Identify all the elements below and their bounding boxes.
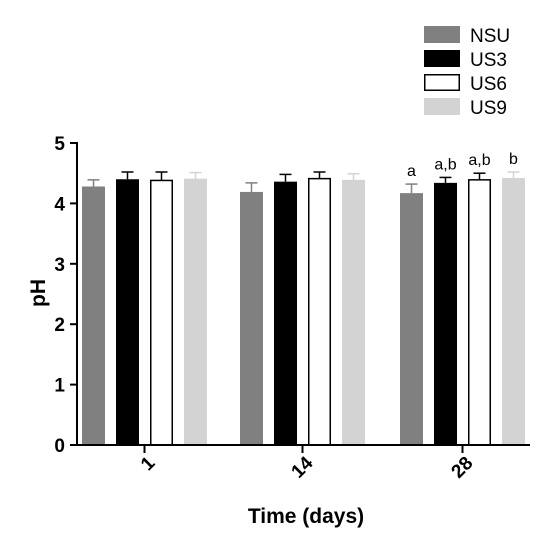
x-tick-label: 14 bbox=[288, 453, 318, 483]
bar-US6-1 bbox=[150, 179, 173, 446]
annotation-label: a,b bbox=[434, 156, 456, 173]
bar-US3-28 bbox=[434, 182, 457, 445]
bar-NSU-28 bbox=[400, 193, 423, 445]
y-tick-label: 2 bbox=[54, 315, 65, 336]
bar-US6-14 bbox=[308, 177, 331, 446]
y-tick-label: 3 bbox=[54, 255, 65, 276]
y-tick-label: 0 bbox=[54, 436, 65, 457]
bar-NSU-14 bbox=[240, 191, 263, 445]
annotation-label: a,b bbox=[468, 152, 490, 169]
x-axis-title: Time (days) bbox=[248, 505, 364, 528]
y-tick-label: 1 bbox=[54, 376, 65, 397]
y-tick-label: 4 bbox=[54, 194, 65, 215]
bar-US9-28 bbox=[502, 178, 525, 446]
legend-label-US3: US3 bbox=[470, 50, 507, 71]
x-tick-label: 28 bbox=[448, 453, 478, 483]
y-axis-title: pH bbox=[27, 279, 50, 307]
significance-annotations: a a,b a,b b bbox=[407, 151, 518, 180]
legend-label-NSU: NSU bbox=[470, 26, 510, 47]
bar-US6-28 bbox=[468, 179, 491, 446]
legend: NSU US3 US6 US9 bbox=[424, 26, 510, 119]
annotation-label: a bbox=[407, 163, 416, 180]
bar-US3-1 bbox=[116, 179, 139, 446]
legend-swatch-US3 bbox=[424, 50, 460, 67]
bar-US9-14 bbox=[342, 179, 365, 445]
x-tick-label: 1 bbox=[137, 453, 160, 476]
y-tick-label: 5 bbox=[54, 134, 65, 155]
bar-US3-14 bbox=[274, 181, 297, 445]
legend-swatch-US9 bbox=[424, 98, 460, 115]
legend-label-US6: US6 bbox=[470, 74, 507, 95]
bar-US9-1 bbox=[184, 178, 207, 446]
error-bars bbox=[87, 171, 520, 194]
legend-swatch-US6 bbox=[424, 74, 460, 91]
annotation-label: b bbox=[509, 151, 518, 168]
legend-label-US9: US9 bbox=[470, 98, 507, 119]
bar-NSU-1 bbox=[82, 186, 105, 445]
legend-swatch-NSU bbox=[424, 26, 460, 43]
bars bbox=[82, 177, 525, 446]
